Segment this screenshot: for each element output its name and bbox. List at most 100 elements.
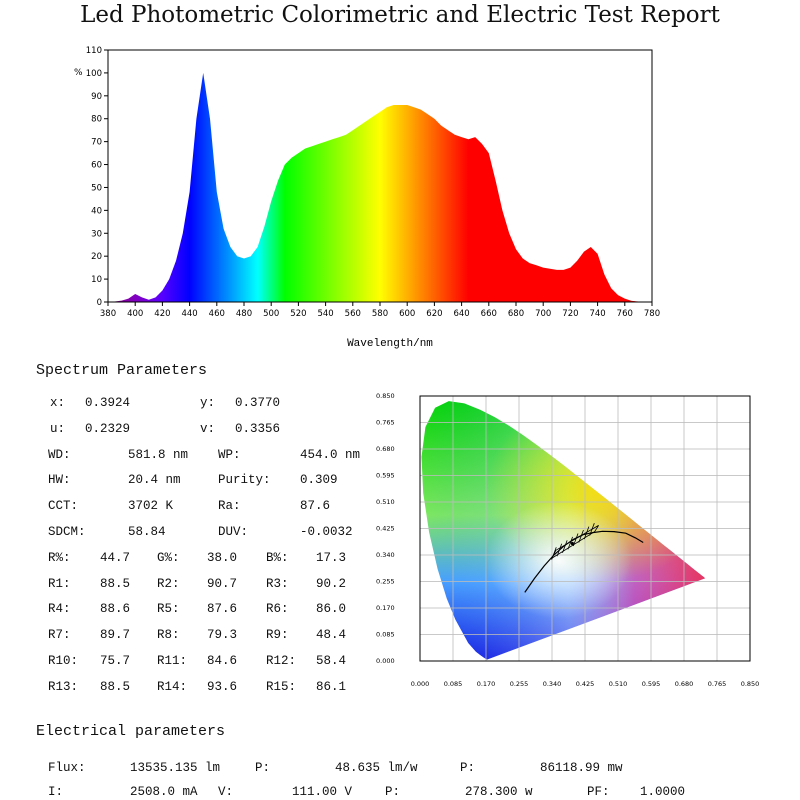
cie-y-tick-label: 0.765 xyxy=(376,419,395,427)
cie-y-tick-label: 0.170 xyxy=(376,604,395,612)
cie-chromaticity-diagram: 0.000 0.085 0.170 0.255 0.340 0.425 0.510 0.595… xyxy=(376,392,759,688)
x-tick-label: 380 xyxy=(100,309,116,319)
param-value: 89.7 xyxy=(100,628,131,643)
y-tick-label: 40 xyxy=(91,206,102,216)
cie-x-tick-label: 0.170 xyxy=(477,680,496,688)
cie-x-tick-label: 0.510 xyxy=(609,680,628,688)
param-label: y: xyxy=(200,396,216,410)
cie-x-tick-label: 0.425 xyxy=(576,680,595,688)
param-label: R9: xyxy=(266,628,289,643)
param-label: HW: xyxy=(48,473,71,488)
cie-x-tick-label: 0.255 xyxy=(510,680,529,688)
x-tick-label: 440 xyxy=(181,309,197,319)
param-value: 111.00 V xyxy=(292,785,353,799)
param-value: 58.84 xyxy=(128,525,166,539)
y-tick-label: 60 xyxy=(91,161,102,171)
param-label: R5: xyxy=(157,602,180,617)
param-value: 48.635 lm/w xyxy=(335,761,418,775)
param-value: 86118.99 mw xyxy=(540,761,623,775)
param-label: CCT: xyxy=(48,499,79,514)
x-tick-label: 620 xyxy=(426,309,442,319)
param-label: R1: xyxy=(48,576,71,591)
x-axis-label: Wavelength/nm xyxy=(347,338,433,350)
x-tick-label: 780 xyxy=(644,309,660,319)
x-tick-label: 520 xyxy=(290,309,306,319)
param-label: u: xyxy=(50,421,66,436)
param-value: 90.2 xyxy=(316,576,347,591)
param-label: P: xyxy=(385,785,401,799)
param-label: Purity: xyxy=(218,473,271,488)
param-value: 88.5 xyxy=(100,576,131,591)
report-title: Led Photometric Colorimetric and Electri… xyxy=(80,2,720,28)
param-label: R10: xyxy=(48,654,79,668)
param-value: 87.6 xyxy=(300,499,331,514)
param-value: 17.3 xyxy=(316,550,347,565)
param-label: R7: xyxy=(48,628,71,643)
cie-y-tick-label: 0.085 xyxy=(376,631,395,639)
electrical-parameters-heading: Electrical parameters xyxy=(36,723,226,740)
y-tick-label: 20 xyxy=(91,252,102,262)
param-label: Flux: xyxy=(48,761,86,775)
param-label: V: xyxy=(218,785,234,799)
y-tick-label: 90 xyxy=(91,92,102,102)
y-tick-label: 110 xyxy=(86,46,102,56)
param-value: 84.6 xyxy=(207,654,238,668)
x-tick-label: 600 xyxy=(399,309,415,319)
tolerance-box xyxy=(551,525,599,560)
param-value: 87.6 xyxy=(207,602,238,617)
param-value: 13535.135 lm xyxy=(130,761,221,775)
param-label: R15: xyxy=(266,679,297,694)
cie-y-tick-label: 0.510 xyxy=(376,498,395,506)
param-label: R3: xyxy=(266,576,289,591)
y-tick-label: 80 xyxy=(91,115,102,125)
param-label: DUV: xyxy=(218,525,249,539)
param-value: 38.0 xyxy=(207,550,238,565)
cie-y-tick-label: 0.425 xyxy=(376,525,395,533)
param-label: R%: xyxy=(48,550,71,565)
x-tick-label: 540 xyxy=(317,309,333,319)
cie-x-tick-label: 0.595 xyxy=(642,680,661,688)
param-label: R8: xyxy=(157,628,180,643)
y-tick-label: 10 xyxy=(91,275,102,285)
cie-y-tick-label: 0.000 xyxy=(376,657,395,665)
param-label: P: xyxy=(460,761,476,775)
param-label: PF: xyxy=(587,785,610,799)
param-value: 93.6 xyxy=(207,679,238,694)
cie-x-tick-label: 0.340 xyxy=(543,680,562,688)
param-value: 0.3770 xyxy=(235,396,281,410)
param-label: R11: xyxy=(157,654,188,668)
param-label: B%: xyxy=(266,550,289,565)
param-label: WP: xyxy=(218,447,241,462)
chromaticity-point xyxy=(570,541,574,546)
spectrum-chart: 0 10 20 30 40 50 60 70 80 90 100 110 380 400 420 440 460… xyxy=(74,46,660,350)
y-axis-label: % xyxy=(74,68,83,78)
param-label: R4: xyxy=(48,602,71,617)
cie-y-tick-label: 0.595 xyxy=(376,472,395,480)
x-tick-label: 400 xyxy=(127,309,143,319)
param-value: 0.3356 xyxy=(235,421,281,436)
x-tick-label: 720 xyxy=(562,309,578,319)
param-value: 581.8 nm xyxy=(128,447,189,462)
y-tick-label: 50 xyxy=(91,183,102,193)
param-label: P: xyxy=(255,761,271,775)
param-value: 88.5 xyxy=(100,679,131,694)
param-value: 44.7 xyxy=(100,550,131,565)
param-value: 2508.0 mA xyxy=(130,785,198,799)
param-value: 75.7 xyxy=(100,654,131,668)
cie-y-tick-label: 0.680 xyxy=(376,445,395,453)
cie-x-tick-label: 0.085 xyxy=(444,680,463,688)
y-tick-label: 30 xyxy=(91,229,102,239)
param-value: 278.300 w xyxy=(465,785,533,799)
x-tick-label: 700 xyxy=(535,309,551,319)
y-tick-label: 70 xyxy=(91,138,102,148)
param-value: 0.3924 xyxy=(85,396,131,410)
iso-cct-line xyxy=(578,529,584,543)
param-label: R14: xyxy=(157,679,188,694)
param-value: 454.0 nm xyxy=(300,447,361,462)
x-tick-label: 660 xyxy=(481,309,497,319)
cie-x-tick-label: 0.680 xyxy=(675,680,694,688)
y-tick-label: 100 xyxy=(86,69,102,79)
param-label: R6: xyxy=(266,602,289,617)
param-value: 0.309 xyxy=(300,473,338,488)
x-tick-label: 740 xyxy=(589,309,605,319)
